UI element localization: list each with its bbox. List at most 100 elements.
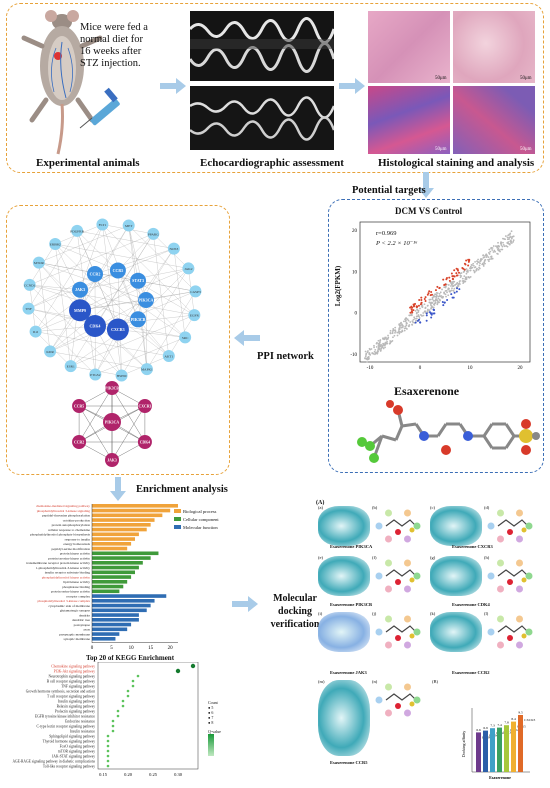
scatter-point-up: [448, 279, 451, 282]
go-bar: [92, 637, 116, 641]
scatter-point: [417, 314, 420, 316]
scatter-point: [482, 254, 485, 257]
scatter-point-up: [409, 311, 412, 314]
scatter-point: [415, 317, 418, 320]
ppi-node-label: AKT1: [164, 354, 173, 358]
go-term-label: protein serine kinase activity: [51, 590, 90, 594]
scatter-point: [364, 355, 367, 358]
ppi-edge: [38, 262, 51, 352]
scatter-point: [373, 344, 375, 347]
scatter-point: [423, 303, 426, 306]
docking-sub-letter: (l): [484, 611, 489, 616]
scatter-point-down: [419, 321, 422, 324]
go-term-label: insulin receptor substrate binding: [45, 571, 91, 575]
go-term-label: lipid kinase activity: [63, 580, 90, 584]
scatter-point: [478, 266, 480, 269]
scatter-point: [404, 327, 407, 330]
docking-2d-interaction: [372, 506, 424, 546]
ppi-hub-label: JAK3: [75, 287, 85, 292]
scatter-point: [405, 323, 408, 325]
scatter-point: [377, 342, 380, 345]
ppi-node: [71, 224, 84, 237]
scatter-point-down: [456, 287, 459, 290]
scatter-point: [491, 249, 494, 251]
kegg-dot: [106, 759, 110, 763]
ppi-edge: [28, 230, 78, 309]
energy-bar-name: CXCR3: [524, 718, 536, 722]
scatter-point: [367, 356, 369, 359]
scatter-point-up: [423, 298, 426, 301]
mouse-note: Mice were fed a normal diet for 16 weeks…: [80, 22, 148, 70]
scatter-point: [413, 316, 416, 319]
label-enrichment: Enrichment analysis: [136, 484, 228, 495]
ppi-node-label: IL6: [33, 330, 38, 334]
kegg-dot: [175, 668, 181, 674]
kegg-legend-padj-title: Q-value: [208, 729, 221, 734]
ppi-edge: [145, 299, 148, 370]
scatter-point: [405, 319, 407, 322]
scatter-point: [401, 323, 403, 326]
energy-bar-value: 7.4: [497, 723, 502, 727]
scatter-point: [439, 299, 441, 302]
docking-complex-label: Esaxerenone CDK4: [452, 602, 490, 607]
ppi-node-label: MAPK1: [141, 368, 153, 372]
scatter-point-up: [420, 298, 423, 301]
scale-bar-1: 50μm: [435, 76, 447, 81]
scatter-point-up: [426, 293, 429, 296]
ppi-edge: [70, 314, 195, 367]
scatter-point: [424, 306, 427, 309]
go-term-label: cytoplasmic side of membrane: [48, 604, 90, 608]
scatter-point: [434, 301, 437, 304]
scatter-point: [378, 347, 381, 350]
scatter-point: [450, 289, 453, 292]
ppi-hub-label: CCR5: [113, 268, 124, 273]
scatter-point: [440, 296, 443, 299]
scatter-point-down: [442, 304, 445, 307]
scatter-point: [488, 253, 491, 255]
scatter-point: [481, 262, 484, 265]
scatter-point-up: [455, 274, 458, 277]
scatter-point: [389, 342, 391, 345]
scatter-point: [491, 257, 494, 260]
go-bar: [92, 584, 124, 589]
core-node-label: CCR2: [74, 441, 84, 445]
ppi-hub-label: CDK4: [90, 323, 101, 328]
ppi-panel-frame: [6, 205, 230, 475]
scatter-point: [459, 279, 461, 282]
scatter-point: [375, 342, 378, 345]
kegg-frame: [97, 662, 199, 770]
scatter-ytick: 20: [352, 229, 358, 234]
scatter-point: [398, 332, 401, 335]
kegg-dot: [126, 694, 130, 698]
go-bar: [92, 504, 178, 508]
go-term-label: response to insulin: [65, 537, 91, 541]
go-xtick: 0: [91, 646, 94, 651]
scatter-point: [439, 291, 442, 294]
scatter-point: [411, 323, 413, 326]
scatter-point: [462, 282, 465, 285]
go-bar: [92, 546, 128, 551]
kegg-dot: [190, 663, 196, 669]
kegg-term-label: Sphingolipid signaling pathway: [49, 734, 95, 738]
arrow-left-icon: [234, 330, 260, 346]
scatter-point: [506, 245, 509, 248]
scatter-point: [392, 327, 395, 330]
kegg-term-label: AGE-RAGE signaling pathway in diabetic c…: [12, 759, 95, 763]
scatter-point: [419, 314, 422, 316]
scatter-point-down: [453, 291, 456, 294]
scatter-point: [415, 315, 418, 318]
ppi-node: [122, 219, 135, 232]
scatter-point: [506, 238, 509, 241]
scatter-point: [386, 340, 388, 343]
scatter-point: [400, 324, 402, 327]
scatter-point: [404, 325, 407, 328]
scatter-point: [385, 338, 388, 341]
scatter-point: [453, 287, 456, 290]
scatter-point: [483, 256, 486, 259]
scatter-point: [422, 312, 425, 314]
scatter-point: [444, 286, 447, 289]
go-term-label: presynaptic membrane: [59, 632, 90, 636]
scatter-point-down: [425, 319, 428, 322]
scatter-point: [394, 330, 397, 333]
